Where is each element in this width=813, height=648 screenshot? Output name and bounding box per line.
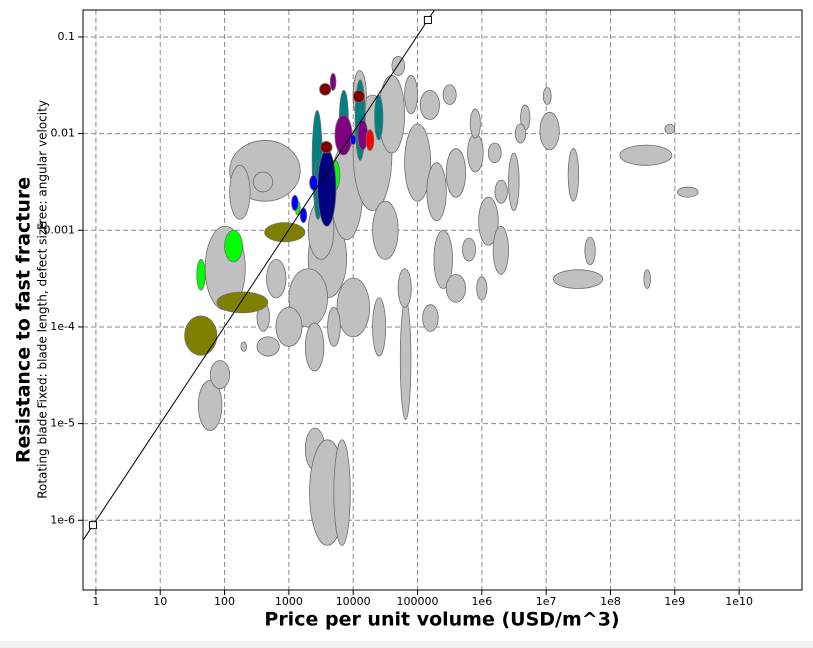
- material-bubble: [426, 162, 447, 221]
- material-bubble: [404, 123, 432, 202]
- grid: [78, 10, 802, 595]
- x-tick-label: 10: [153, 595, 167, 608]
- material-bubble: [256, 336, 280, 357]
- y-tick-label: 1e-5: [50, 417, 75, 430]
- x-axis-title: Price per unit volume (USD/m^3): [264, 609, 619, 631]
- selection-line: [83, 10, 436, 541]
- material-bubble: [433, 229, 453, 289]
- material-bubble: [309, 174, 319, 191]
- y-tick-label: 0.01: [51, 127, 76, 140]
- material-bubble: [445, 273, 467, 303]
- y-tick-label: 1e-6: [50, 513, 75, 526]
- material-bubble: [320, 141, 333, 154]
- status-strip: [0, 641, 813, 648]
- y-sublabel: Rotating blade: [36, 411, 50, 499]
- material-bubble: [619, 144, 673, 166]
- material-bubble: [677, 186, 699, 198]
- material-bubble: [584, 236, 596, 266]
- y-sublabel: Free: angular velocity: [36, 100, 50, 230]
- material-bubble: [419, 89, 440, 120]
- guideline-handle: [423, 15, 432, 24]
- material-bubble: [349, 134, 357, 145]
- material-bubble: [224, 229, 243, 263]
- x-tick-label: 1: [92, 595, 99, 608]
- x-tick-label: 10000: [336, 595, 371, 608]
- y-tick-label: 0.001: [44, 223, 76, 236]
- material-bubble: [567, 148, 580, 202]
- material-bubble: [542, 87, 552, 105]
- x-tick-label: 100: [214, 595, 235, 608]
- material-bubble: [196, 258, 206, 291]
- guideline-handle: [88, 521, 97, 530]
- material-bubble: [334, 114, 353, 156]
- x-tick-label: 1e9: [664, 595, 685, 608]
- material-bubble: [291, 194, 299, 211]
- material-bubble: [514, 123, 527, 144]
- material-bubble: [508, 152, 520, 211]
- material-bubble: [240, 341, 247, 352]
- material-bubble: [467, 133, 484, 173]
- material-bubble: [275, 306, 303, 347]
- material-bubble: [664, 123, 676, 135]
- material-bubble: [327, 306, 341, 347]
- material-bubble: [487, 142, 502, 164]
- y-sublabel: Fixed: blade length, defect size: [36, 222, 50, 409]
- x-tick-label: 1e8: [600, 595, 621, 608]
- material-bubble: [553, 269, 604, 289]
- material-bubble: [445, 148, 467, 198]
- material-bubble: [365, 129, 375, 151]
- x-tick-label: 1e6: [471, 595, 492, 608]
- material-bubble: [391, 55, 406, 76]
- material-bubble: [216, 291, 269, 314]
- material-bubble: [399, 299, 412, 421]
- material-bubble: [397, 268, 412, 308]
- material-bubble: [492, 225, 509, 275]
- y-tick-label: 0.1: [58, 30, 76, 43]
- material-bubble: [539, 111, 560, 151]
- y-tick-label: 1e-4: [50, 320, 75, 333]
- material-bubble: [252, 171, 274, 193]
- material-bubble: [478, 196, 499, 246]
- y-axis-title: Resistance to fast fracture: [13, 177, 35, 463]
- material-bubble: [319, 83, 332, 96]
- x-tick-label: 1e10: [725, 595, 753, 608]
- x-tick-label: 1000: [275, 595, 303, 608]
- material-bubble: [462, 237, 476, 262]
- material-bubble: [329, 72, 337, 91]
- material-bubble: [264, 222, 306, 243]
- x-tick-label: 1e7: [536, 595, 557, 608]
- material-bubble: [184, 315, 218, 356]
- material-bubble: [422, 304, 439, 332]
- material-bubble: [476, 276, 488, 301]
- material-bubble: [643, 269, 651, 289]
- labels: 1 10 100 1000 10000 100000 1e6 1e7 1e8 1e9 1e10 0.1…: [44, 30, 753, 608]
- material-bubble: [352, 89, 365, 103]
- x-tick-label: 100000: [397, 595, 439, 608]
- material-bubble: [229, 164, 251, 220]
- material-bubble: [494, 179, 508, 204]
- material-bubble: [469, 108, 481, 139]
- material-bubble: [333, 439, 351, 546]
- material-bubble: [304, 322, 325, 372]
- material-bubble: [209, 360, 231, 390]
- material-bubble: [288, 268, 328, 328]
- material-bubble: [442, 84, 457, 105]
- material-bubble: [317, 149, 337, 227]
- material-bubble: [372, 297, 387, 357]
- material-bubble: [374, 94, 384, 141]
- plot-frame: [82, 9, 803, 591]
- plot-marks: [83, 10, 699, 546]
- material-bubble: [372, 200, 399, 260]
- material-bubble: [197, 379, 223, 431]
- material-bubble: [336, 277, 371, 338]
- material-bubble: [404, 75, 418, 115]
- material-bubble: [266, 258, 287, 299]
